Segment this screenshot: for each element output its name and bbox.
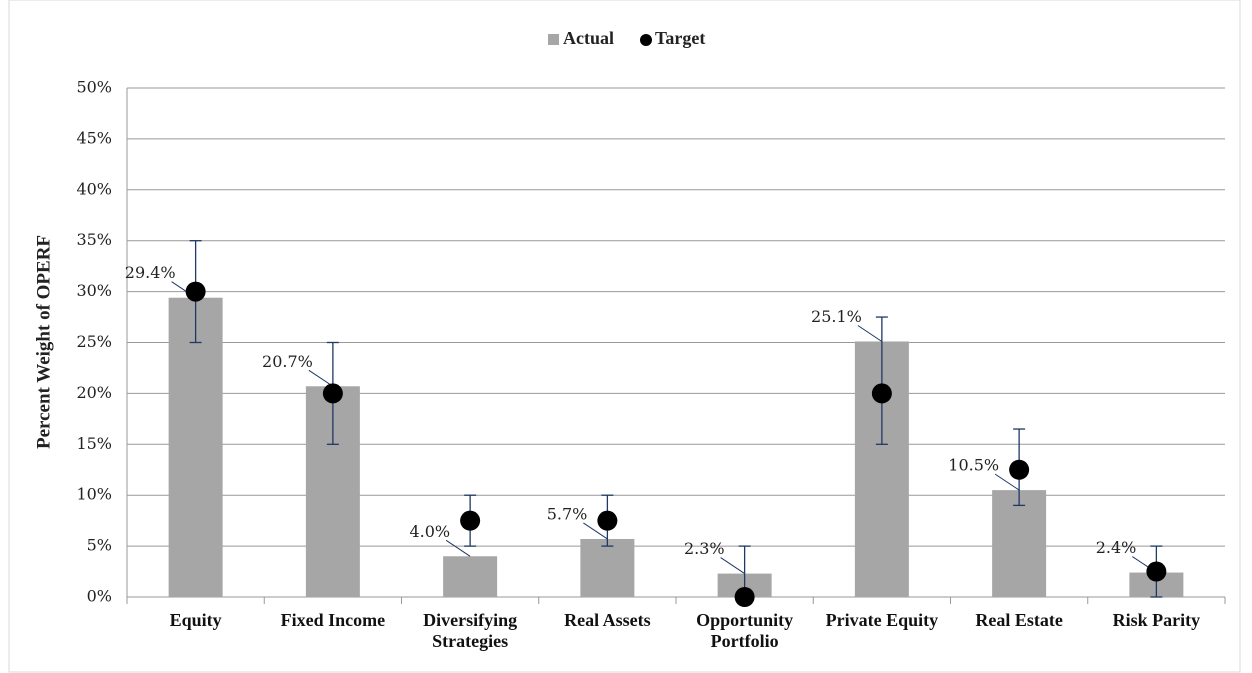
target-dot	[871, 383, 892, 404]
data-label: 20.7%	[262, 352, 313, 371]
data-label: 5.7%	[547, 504, 588, 523]
x-tick-label: Real Estate	[975, 610, 1063, 630]
legend-label: Actual	[563, 28, 614, 48]
leader-line	[583, 522, 608, 540]
bar	[443, 556, 498, 597]
y-tick-label: 10%	[76, 485, 112, 504]
data-label: 25.1%	[811, 307, 862, 326]
x-tick-label: Fixed Income	[280, 610, 386, 630]
target-dot	[1009, 459, 1030, 480]
bar	[168, 297, 223, 597]
legend-swatch	[548, 34, 559, 45]
x-tick-label: Equity	[169, 610, 222, 630]
leader-line	[308, 369, 334, 387]
y-tick-label: 30%	[76, 281, 112, 300]
y-tick-label: 5%	[87, 536, 112, 555]
leader-line	[994, 473, 1020, 491]
x-tick-label: Real Assets	[564, 610, 651, 630]
y-tick-label: 20%	[76, 383, 112, 402]
y-tick-label: 0%	[87, 587, 112, 606]
legend-label: Target	[655, 28, 705, 48]
target-dot	[460, 510, 481, 531]
bar	[992, 490, 1047, 597]
y-tick-label: 50%	[76, 78, 112, 97]
error-bar	[875, 316, 888, 445]
leader-line	[857, 325, 883, 342]
x-tick-label: Risk Parity	[1112, 610, 1201, 630]
y-tick-label: 15%	[76, 434, 112, 453]
y-tick-label: 35%	[76, 230, 112, 249]
y-tick-label: 25%	[76, 332, 112, 351]
data-label: 2.3%	[684, 539, 725, 558]
data-label: 29.4%	[125, 263, 176, 282]
x-tick-label: Private Equity	[825, 610, 939, 630]
data-label: 10.5%	[948, 456, 999, 475]
chart-frame	[8, 0, 1241, 673]
x-tick-label: Diversifying Strategies	[423, 610, 518, 651]
target-dot	[185, 281, 206, 302]
target-dot	[734, 587, 755, 607]
x-tick-label: Opportunity Portfolio	[696, 610, 794, 651]
y-tick-label: 40%	[76, 179, 112, 198]
leader-line	[445, 539, 471, 557]
data-label: 2.4%	[1096, 538, 1137, 557]
target-dot	[322, 383, 343, 404]
data-label: 4.0%	[409, 522, 450, 541]
legend-swatch	[640, 34, 652, 46]
y-tick-label: 45%	[76, 128, 112, 147]
target-dot	[1146, 561, 1167, 582]
leader-line	[720, 557, 745, 575]
y-axis-label: Percent Weight of OPERF	[33, 235, 54, 449]
bar	[580, 538, 635, 597]
target-dot	[597, 510, 618, 531]
